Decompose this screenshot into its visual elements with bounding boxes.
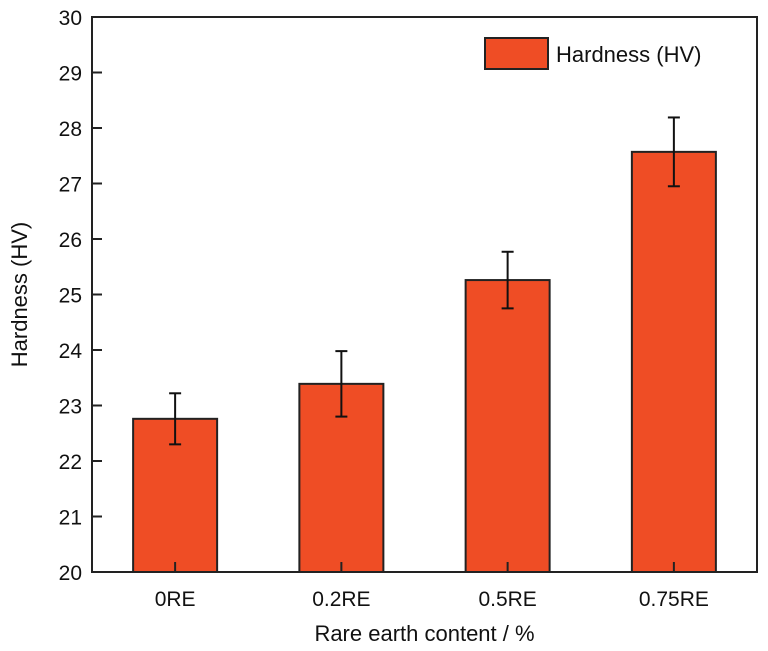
y-tick-label: 30 bbox=[59, 7, 82, 30]
y-tick-label: 28 bbox=[59, 118, 82, 141]
y-tick-label: 21 bbox=[59, 507, 82, 530]
legend-label: Hardness (HV) bbox=[556, 42, 701, 67]
y-axis-ticks: 20 21 22 23 24 25 26 27 28 29 30 bbox=[59, 7, 102, 585]
bar-0.75RE bbox=[630, 150, 717, 574]
x-tick-label: 0.5RE bbox=[478, 588, 536, 611]
y-axis-title: Hardness (HV) bbox=[7, 222, 32, 367]
plot-frame bbox=[91, 16, 758, 573]
y-tick-label: 23 bbox=[59, 396, 82, 419]
x-tick-label: 0.2RE bbox=[312, 588, 370, 611]
y-tick-label: 20 bbox=[59, 562, 82, 585]
y-tick-label: 29 bbox=[59, 63, 82, 86]
x-tick-label: 0.75RE bbox=[639, 588, 709, 611]
y-tick-label: 27 bbox=[59, 174, 82, 197]
y-tick-label: 24 bbox=[59, 340, 83, 363]
error-bars-group bbox=[169, 116, 680, 446]
y-tick-label: 26 bbox=[59, 229, 82, 252]
legend-swatch bbox=[484, 37, 549, 70]
bar-0.5RE bbox=[464, 279, 551, 573]
x-tick-label: 0RE bbox=[155, 588, 196, 611]
x-axis-title: Rare earth content / % bbox=[314, 621, 534, 646]
legend: Hardness (HV) bbox=[484, 37, 701, 70]
y-tick-label: 22 bbox=[59, 451, 82, 474]
bars-group bbox=[132, 150, 717, 574]
y-tick-label: 25 bbox=[59, 285, 82, 308]
x-axis-ticks: 0RE 0.2RE 0.5RE 0.75RE bbox=[155, 562, 709, 611]
